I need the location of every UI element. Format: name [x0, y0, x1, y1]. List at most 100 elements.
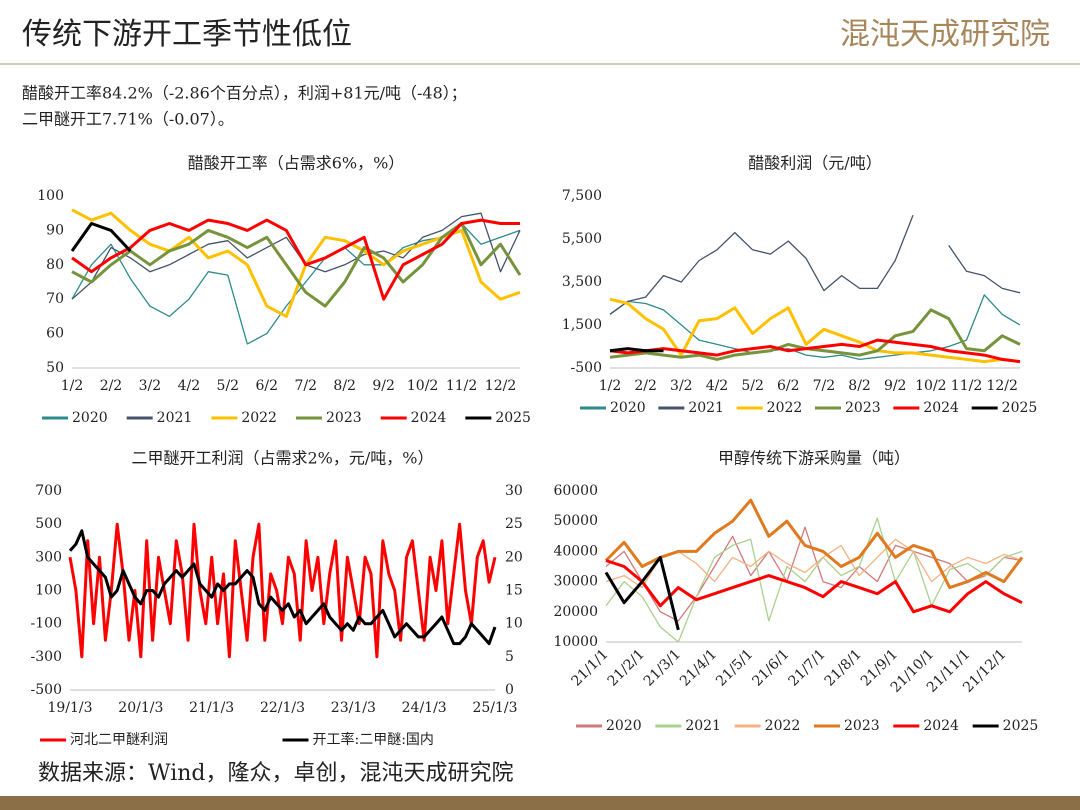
y2-tick-label: 25 [505, 516, 523, 532]
x-tick-label: 3/2 [139, 378, 162, 394]
x-tick-label: 1/2 [599, 378, 622, 394]
series-line [609, 308, 1021, 361]
y-tick-label: 5,500 [562, 231, 602, 247]
x-tick-label: 9/2 [884, 378, 907, 394]
x-tick-label: 21/6/1 [749, 646, 792, 689]
y2-tick-label: 5 [505, 649, 514, 665]
series-line [71, 222, 522, 308]
y-tick-label: 60000 [553, 483, 598, 499]
series-line [71, 218, 520, 301]
chart-title: 醋酸利润（元/吨） [748, 154, 881, 173]
y-tick-label: -100 [31, 616, 62, 632]
x-tick-label: 22/1/3 [260, 700, 305, 716]
series-line [605, 538, 1023, 589]
series-line [68, 529, 497, 646]
series-line [604, 555, 680, 631]
chart-title: 醋酸开工率（占需求6%，%） [188, 154, 405, 173]
y-tick-label: 10000 [553, 634, 598, 650]
legend-label: 2020 [610, 400, 646, 416]
x-tick-label: 21/7/1 [786, 646, 829, 689]
y-tick-label: 1,500 [562, 317, 602, 333]
legend-label: 2021 [685, 718, 721, 734]
series-line [605, 559, 1023, 614]
x-tick-label: 8/2 [333, 378, 356, 394]
series-line [609, 215, 1021, 315]
footer-bar [0, 796, 1080, 810]
legend-label: 2023 [845, 400, 881, 416]
x-tick-label: 11/2 [446, 378, 477, 394]
y2-tick-label: 0 [505, 682, 514, 698]
x-tick-label: 6/2 [777, 378, 800, 394]
y-tick-label: 80 [46, 257, 64, 273]
legend-label: 2021 [688, 400, 724, 416]
y-tick-label: 90 [46, 222, 64, 238]
x-tick-label: 23/1/3 [331, 700, 376, 716]
series-line [68, 522, 497, 659]
x-tick-label: 21/5/1 [713, 646, 756, 689]
legend-label: 2020 [72, 410, 108, 426]
legend-label: 2025 [495, 410, 531, 426]
x-tick-label: 21/4/1 [677, 646, 720, 689]
y2-tick-label: 15 [505, 583, 523, 599]
logo: 混沌天成研究院 [840, 17, 1050, 52]
series-line [71, 208, 521, 318]
y-tick-label: 40000 [553, 543, 598, 559]
series-line [609, 338, 1021, 364]
y-tick-label: -500 [571, 360, 602, 376]
x-tick-label: 5/2 [741, 378, 764, 394]
x-tick-label: 2/2 [100, 378, 123, 394]
legend-label: 2022 [241, 410, 277, 426]
series-line [609, 294, 1021, 361]
y-tick-label: 700 [35, 483, 62, 499]
x-tick-label: 21/1/1 [568, 646, 611, 689]
x-tick-label: 12/2 [986, 378, 1017, 394]
y-tick-label: 100 [37, 188, 64, 204]
x-tick-label: 12/2 [485, 378, 516, 394]
summary-line: 醋酸开工率84.2%（-2.86个百分点），利润+81元/吨（-48）； [22, 84, 467, 103]
y-tick-label: 100 [35, 583, 62, 599]
slide-title: 传统下游开工季节性低位 [22, 17, 352, 52]
y-tick-label: 3,500 [562, 274, 602, 290]
x-tick-label: 24/1/3 [402, 700, 447, 716]
x-tick-label: 4/2 [706, 378, 729, 394]
legend-label: 2024 [411, 410, 447, 426]
legend-label: 2023 [326, 410, 362, 426]
x-tick-label: 10/2 [407, 378, 438, 394]
x-tick-label: 6/2 [256, 378, 279, 394]
y2-tick-label: 30 [505, 483, 523, 499]
x-tick-label: 11/2 [951, 378, 982, 394]
legend-label: 2022 [767, 400, 803, 416]
series-line [604, 498, 1024, 590]
series-line [70, 222, 132, 253]
series-line [605, 526, 1023, 622]
y2-tick-label: 10 [505, 616, 523, 632]
legend-label: 开工率:二甲醚:国内 [313, 731, 434, 748]
legend-label: 2020 [606, 718, 642, 734]
y-tick-label: 50 [46, 360, 64, 376]
source: 数据来源：Wind，隆众，卓创，混沌天成研究院 [38, 761, 514, 786]
series-line [71, 212, 521, 300]
legend-label: 2025 [1002, 400, 1038, 416]
x-tick-label: 1/2 [61, 378, 84, 394]
x-tick-label: 8/2 [848, 378, 871, 394]
legend-label: 2021 [157, 410, 193, 426]
legend-label: 2025 [1003, 718, 1039, 734]
x-tick-label: 7/2 [813, 378, 836, 394]
chart-title: 甲醇传统下游采购量（吨） [718, 449, 910, 468]
x-tick-label: 2/2 [634, 378, 657, 394]
y-tick-label: -300 [31, 649, 62, 665]
legend-label: 2024 [923, 718, 959, 734]
y-tick-label: 70 [46, 291, 64, 307]
series-line [609, 347, 664, 353]
x-tick-label: 25/1/3 [472, 700, 517, 716]
y-tick-label: 500 [35, 516, 62, 532]
x-tick-label: 4/2 [178, 378, 201, 394]
x-tick-label: 21/8/1 [822, 646, 865, 689]
legend-label: 2024 [923, 400, 959, 416]
x-tick-label: 7/2 [294, 378, 317, 394]
x-tick-label: 19/1/3 [47, 700, 92, 716]
x-tick-label: 21/3/1 [641, 646, 684, 689]
chart-title: 二甲醚开工利润（占需求2%，元/吨，%） [132, 449, 434, 468]
